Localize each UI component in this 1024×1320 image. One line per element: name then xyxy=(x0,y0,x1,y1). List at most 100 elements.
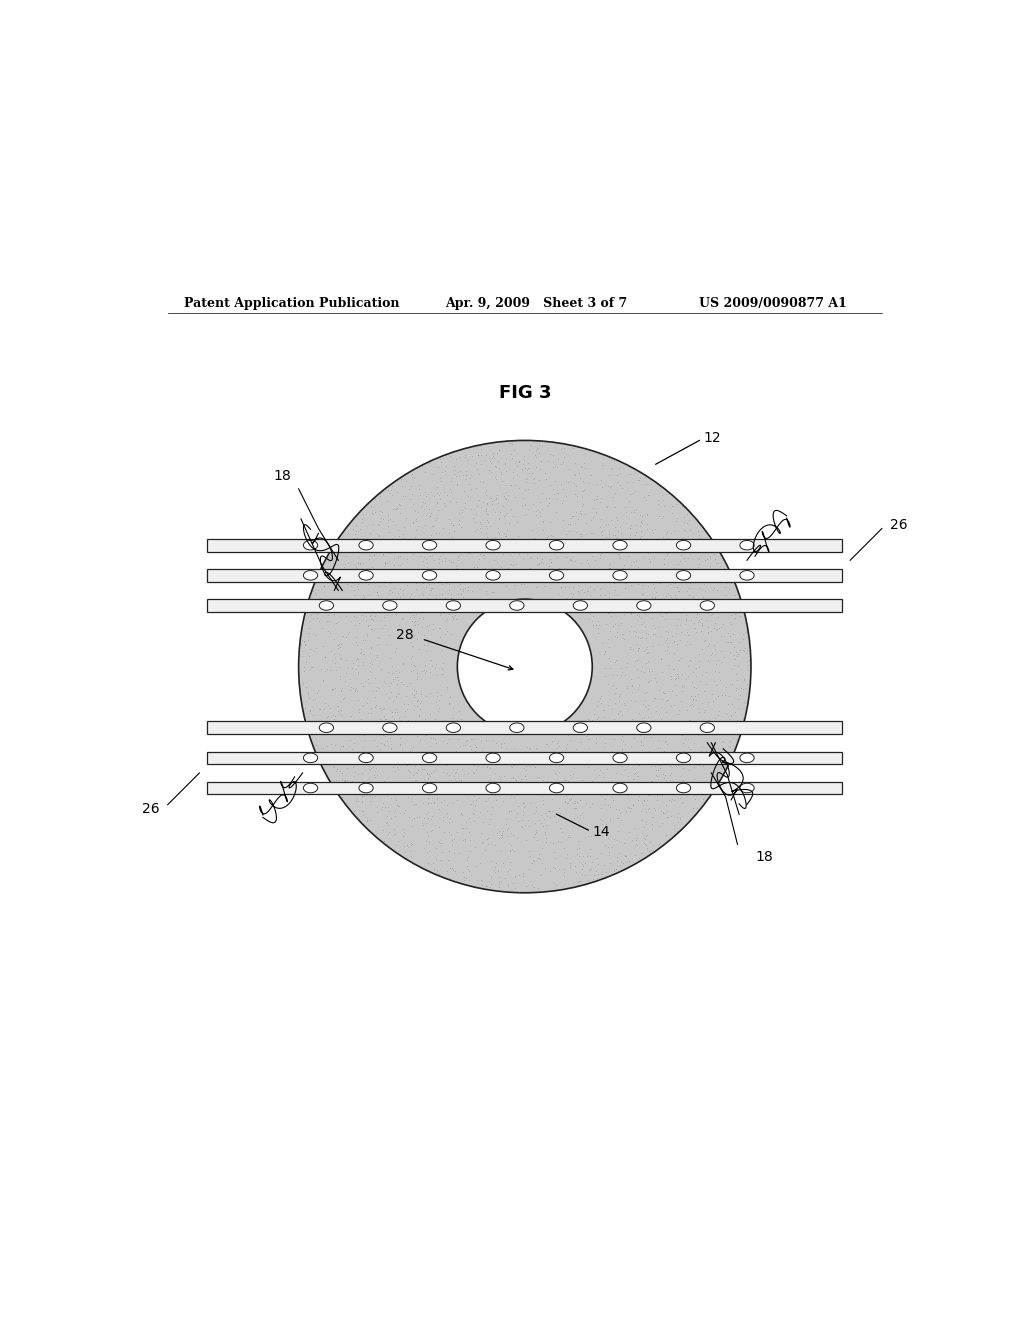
Point xyxy=(409,520,425,541)
Point xyxy=(716,564,732,585)
Point xyxy=(397,799,414,820)
Point xyxy=(306,594,323,615)
Point xyxy=(708,558,724,579)
Point xyxy=(592,710,608,731)
Point xyxy=(400,541,417,562)
Point xyxy=(411,607,427,628)
Point xyxy=(504,434,520,455)
Point xyxy=(630,638,646,659)
Point xyxy=(332,665,348,686)
Point xyxy=(453,583,469,605)
Point xyxy=(354,593,371,614)
Point xyxy=(531,880,548,902)
Point xyxy=(581,729,597,750)
Point xyxy=(544,800,560,821)
Point xyxy=(701,562,718,583)
Point xyxy=(561,789,578,810)
Point xyxy=(594,751,610,772)
Point xyxy=(316,647,333,668)
Point xyxy=(392,750,409,771)
Point xyxy=(489,861,506,882)
Point xyxy=(393,569,410,590)
Point xyxy=(463,478,479,499)
Point xyxy=(650,750,667,771)
Point xyxy=(427,742,443,763)
Point xyxy=(410,622,426,643)
Point xyxy=(477,482,494,503)
Point xyxy=(459,787,475,808)
Point xyxy=(654,595,671,616)
Point xyxy=(567,521,584,543)
Point xyxy=(420,793,436,814)
Point xyxy=(697,569,714,590)
Ellipse shape xyxy=(303,754,317,763)
Point xyxy=(606,708,623,729)
Ellipse shape xyxy=(740,570,754,579)
Point xyxy=(349,689,366,710)
Point xyxy=(582,585,598,606)
Point xyxy=(484,490,501,511)
Point xyxy=(488,822,505,843)
Point xyxy=(517,479,534,500)
Point xyxy=(685,564,701,585)
Point xyxy=(410,689,426,710)
Point xyxy=(705,738,721,759)
Point xyxy=(527,500,544,521)
Point xyxy=(443,792,460,813)
Point xyxy=(573,775,590,796)
Ellipse shape xyxy=(613,570,627,579)
Point xyxy=(711,661,727,682)
Point xyxy=(356,586,373,607)
Point xyxy=(453,517,469,539)
Point xyxy=(580,579,596,601)
Point xyxy=(741,640,758,661)
Point xyxy=(601,865,617,886)
Point xyxy=(547,857,563,878)
Point xyxy=(727,607,743,628)
Point xyxy=(425,570,441,591)
Point xyxy=(317,742,334,763)
Point xyxy=(478,499,495,520)
Point xyxy=(657,609,674,630)
Point xyxy=(585,498,601,519)
Point xyxy=(473,445,489,466)
Point xyxy=(610,744,627,766)
Point xyxy=(337,770,353,791)
Point xyxy=(537,803,553,824)
Point xyxy=(602,552,618,573)
Point xyxy=(684,688,700,709)
Point xyxy=(554,492,570,513)
Point xyxy=(478,500,495,521)
Point xyxy=(485,442,502,463)
Point xyxy=(706,578,722,599)
Point xyxy=(686,612,702,634)
Point xyxy=(574,855,591,876)
Point xyxy=(297,634,313,655)
Point xyxy=(419,495,435,516)
Point xyxy=(395,583,412,605)
Point xyxy=(435,660,452,681)
Point xyxy=(323,733,339,754)
Point xyxy=(586,776,602,797)
Point xyxy=(629,610,645,631)
Point xyxy=(601,647,617,668)
Point xyxy=(681,759,697,780)
Point xyxy=(450,461,466,482)
Point xyxy=(700,623,717,644)
Point xyxy=(355,746,372,767)
Point xyxy=(379,552,395,573)
Point xyxy=(323,754,339,775)
Point xyxy=(643,591,659,612)
Point xyxy=(535,552,551,573)
Point xyxy=(471,470,487,491)
Point xyxy=(633,520,649,541)
Point xyxy=(555,510,571,531)
Point xyxy=(480,511,497,532)
Point xyxy=(349,711,366,733)
Point xyxy=(585,793,601,814)
Point xyxy=(486,527,503,548)
Point xyxy=(520,738,537,759)
Point xyxy=(457,447,473,469)
Point xyxy=(726,713,742,734)
Point xyxy=(438,754,455,775)
